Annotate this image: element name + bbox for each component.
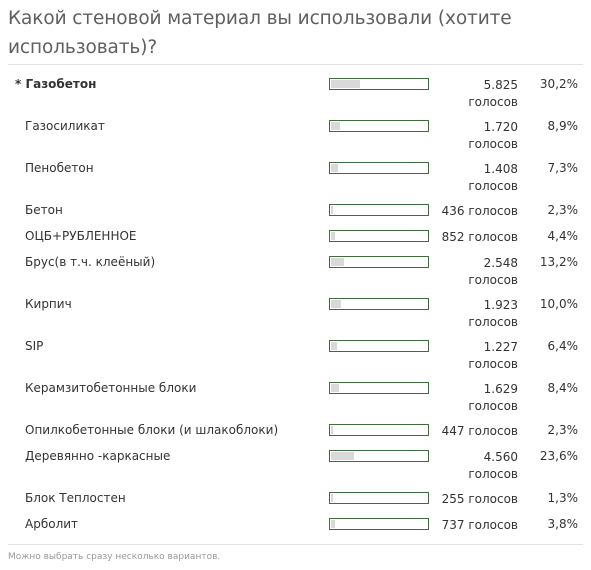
result-bar [329,424,429,436]
result-bar-fill [331,384,340,392]
result-bar [329,256,429,268]
vote-count: 2.548 голосов [468,256,518,287]
vote-count: 737 голосов [441,518,518,532]
option-label: * Газобетон [15,77,97,91]
result-bar-fill [331,520,335,528]
vote-percent: 4,4% [547,229,579,243]
footer-divider [8,544,583,545]
poll-option-row: Кирпич 1.923 голосов 10,0% [0,286,591,329]
result-bar [329,298,429,310]
vote-percent: 8,9% [547,119,579,133]
vote-percent: 8,4% [547,381,579,395]
result-bar-fill [331,164,338,172]
vote-count: 4.560 голосов [468,450,518,481]
option-label: Арболит [25,517,79,531]
vote-count: 436 голосов [441,204,518,218]
vote-percent: 13,2% [539,255,578,269]
option-label: Бетон [25,203,63,217]
vote-percent: 30,2% [539,77,578,91]
poll-option-row: Пенобетон 1.408 голосов 7,3% [0,150,591,193]
vote-count: 5.825 голосов [468,78,518,109]
poll-option-row: Керамзитобетонные блоки 1.629 голосов 8,4% [0,370,591,413]
result-bar-fill [331,494,333,502]
poll-option-row: Деревянно -каркасные 4.560 голосов 23,6% [0,438,591,481]
result-bar [329,382,429,394]
result-bar-fill [331,300,341,308]
result-bar [329,204,429,216]
poll-option-row: SIP 1.227 голосов 6,4% [0,328,591,371]
vote-percent: 6,4% [547,339,579,353]
vote-percent: 10,0% [539,297,578,311]
result-bar [329,518,429,530]
poll-option-row: * Газобетон 5.825 голосов 30,2% [0,66,591,109]
result-bar [329,492,429,504]
result-bar [329,162,429,174]
poll-title: Какой стеновой материал вы использовали … [8,8,512,58]
poll-option-row: Блок Теплостен 255 голосов 1,3% [0,480,591,506]
option-label: Пенобетон [25,161,94,175]
option-label: Брус(в т.ч. клеёный) [25,255,156,269]
vote-percent: 2,3% [547,423,579,437]
option-label: Деревянно -каркасные [25,449,171,463]
poll-option-row: Брус(в т.ч. клеёный) 2.548 голосов 13,2% [0,244,591,287]
result-bar-fill [331,232,336,240]
result-bar [329,230,429,242]
option-label: ОЦБ+РУБЛЕННОЕ [25,229,137,243]
result-bar [329,450,429,462]
title-divider [8,64,583,65]
vote-percent: 2,3% [547,203,579,217]
option-label: Кирпич [25,297,72,311]
option-label: Блок Теплостен [25,491,126,505]
poll-option-row: ОЦБ+РУБЛЕННОЕ 852 голосов 4,4% [0,218,591,244]
vote-count: 447 голосов [441,424,518,438]
vote-count: 852 голосов [441,230,518,244]
vote-percent: 3,8% [547,517,579,531]
vote-count: 1.720 голосов [468,120,518,151]
result-bar [329,120,429,132]
result-bar-fill [331,258,344,266]
result-bar-fill [331,122,340,130]
vote-count: 255 голосов [441,492,518,506]
poll-option-row: Опилкобетонные блоки (и шлакоблоки) 447 г… [0,412,591,438]
poll-option-row: Газосиликат 1.720 голосов 8,9% [0,108,591,151]
option-label: Опилкобетонные блоки (и шлакоблоки) [25,423,279,437]
vote-count: 1.408 голосов [468,162,518,193]
result-bar-fill [331,342,338,350]
poll-option-row: Бетон 436 голосов 2,3% [0,192,591,218]
result-bar-fill [331,452,354,460]
option-label: SIP [25,339,44,353]
option-label: Газосиликат [25,119,105,133]
footnote: Можно выбрать сразу несколько вариантов. [8,552,221,562]
result-bar-fill [331,206,334,214]
result-bar-fill [331,426,334,434]
vote-count: 1.629 голосов [468,382,518,413]
vote-count: 1.923 голосов [468,298,518,329]
result-bar [329,78,429,90]
vote-percent: 23,6% [539,449,578,463]
result-bar-fill [331,80,360,88]
result-bar [329,340,429,352]
vote-percent: 7,3% [547,161,579,175]
option-label: Керамзитобетонные блоки [25,381,197,395]
poll-option-row: Арболит 737 голосов 3,8% [0,506,591,532]
vote-count: 1.227 голосов [468,340,518,371]
vote-percent: 1,3% [547,491,579,505]
